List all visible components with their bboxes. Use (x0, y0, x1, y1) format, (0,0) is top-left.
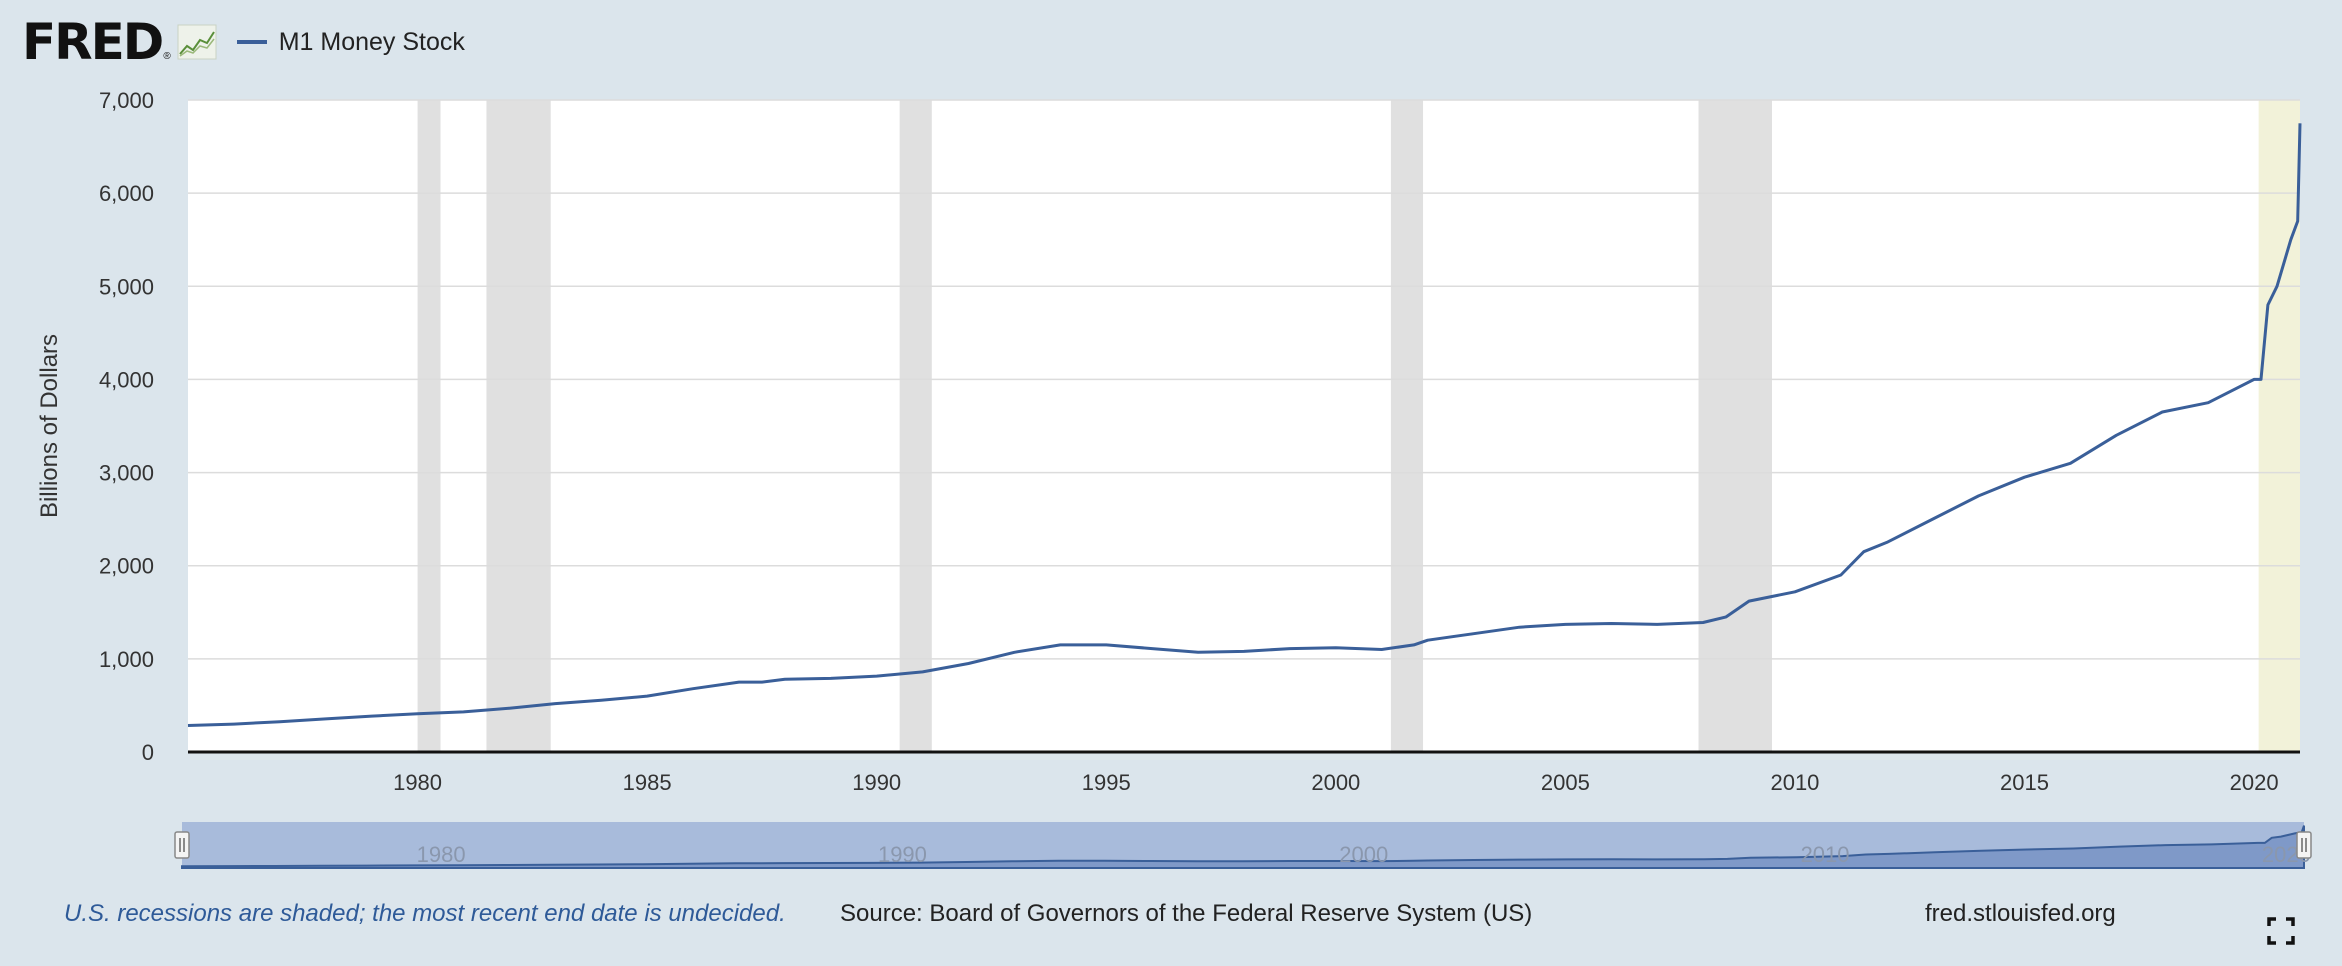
y-tick-label: 0 (142, 740, 154, 765)
x-tick-label: 2015 (2000, 770, 2049, 795)
recession-band (2258, 100, 2300, 752)
chart-header: FRED ® M1 Money Stock (22, 14, 465, 70)
series-line-m1[interactable] (187, 123, 2302, 727)
x-tick-label: 2020 (2230, 770, 2279, 795)
recession-band (899, 100, 932, 752)
navigator-tick-label: 1990 (878, 842, 927, 867)
recession-band (1698, 100, 1772, 752)
navigator-tick-label: 1980 (417, 842, 466, 867)
navigator-series (181, 825, 2305, 869)
legend-series-label: M1 Money Stock (278, 27, 465, 56)
x-tick-label: 1995 (1082, 770, 1131, 795)
x-tick-label: 2005 (1541, 770, 1590, 795)
x-tick-label: 2000 (1311, 770, 1360, 795)
fred-logo[interactable]: FRED (22, 13, 164, 71)
y-axis-title: Billions of Dollars (36, 334, 63, 518)
recession-band (1390, 100, 1424, 752)
legend-swatch (236, 40, 267, 44)
x-tick-label: 2010 (1770, 770, 1819, 795)
chart-line-icon (177, 24, 217, 60)
navigator-tick-label: 2000 (1339, 842, 1388, 867)
recession-band (486, 100, 551, 752)
y-tick-labels: 0 1,000 2,000 3,000 4,000 5,000 6,000 7,000 (99, 88, 154, 765)
x-tick-label: 1990 (852, 770, 901, 795)
navigator-handle-left[interactable] (174, 831, 190, 859)
source-text: Source: Board of Governors of the Federa… (840, 900, 1533, 927)
legend[interactable]: M1 Money Stock (236, 27, 465, 57)
recession-shading (417, 100, 2300, 752)
x-tick-label: 1980 (393, 770, 442, 795)
recession-note: U.S. recessions are shaded; the most rec… (64, 900, 786, 927)
x-tick-labels: 1980 1985 1990 1995 2000 2005 2010 2015 2020 (393, 770, 2278, 795)
y-tick-label: 7,000 (99, 88, 154, 113)
navigator-handle-right[interactable] (2296, 831, 2312, 859)
recession-band (417, 100, 441, 752)
site-link[interactable]: fred.stlouisfed.org (1925, 900, 2116, 927)
y-tick-label: 5,000 (99, 274, 154, 299)
range-navigator[interactable]: 1980 1990 2000 2010 2020 (174, 822, 2312, 869)
navigator-tick-label: 2010 (1801, 842, 1850, 867)
gridlines (188, 99, 2300, 660)
y-tick-label: 6,000 (99, 181, 154, 206)
registered-mark: ® (163, 51, 171, 62)
y-tick-label: 3,000 (99, 461, 154, 486)
fullscreen-icon[interactable] (2266, 916, 2296, 946)
y-tick-label: 1,000 (99, 647, 154, 672)
x-tick-label: 1985 (623, 770, 672, 795)
y-tick-label: 4,000 (99, 367, 154, 392)
y-tick-label: 2,000 (99, 554, 154, 579)
